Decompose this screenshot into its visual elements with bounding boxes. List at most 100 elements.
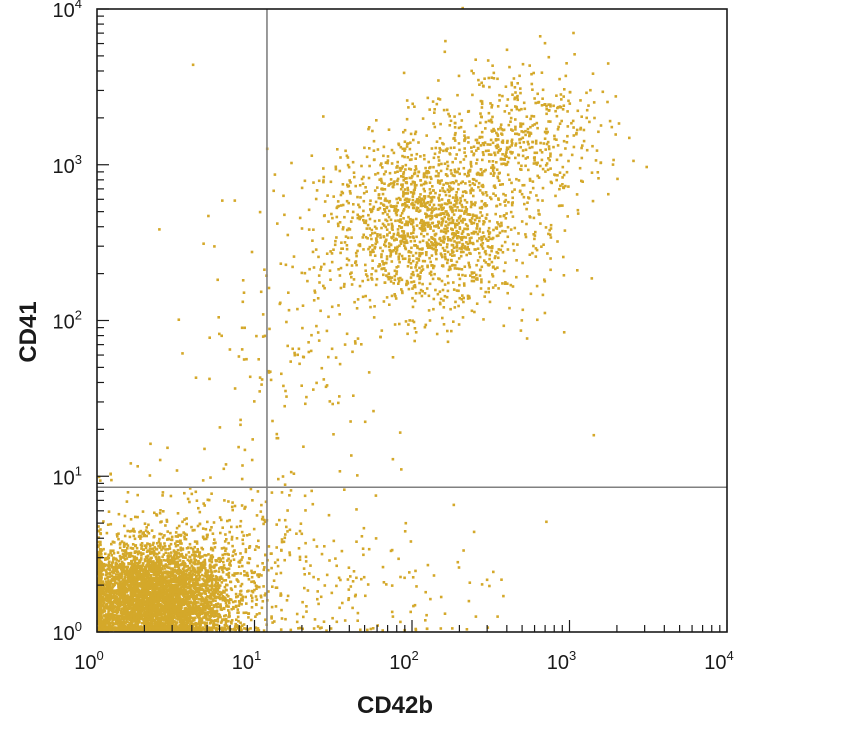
data-point [195,593,199,597]
data-point [209,621,213,624]
data-point [232,605,235,609]
data-point [131,620,135,623]
data-point [176,595,180,598]
data-point [264,618,267,621]
data-point [152,541,155,545]
data-point [182,569,186,572]
data-point [130,569,133,572]
data-point [145,614,148,618]
data-point [195,575,198,579]
data-point [155,610,158,613]
data-point [213,546,217,549]
data-point [177,566,181,570]
data-point [227,573,230,576]
data-point [141,564,145,567]
data-point [211,574,215,577]
data-point [112,594,116,598]
data-point [217,615,220,619]
data-point [125,552,129,555]
data-point [223,566,226,570]
data-point [197,615,200,619]
data-point [187,619,190,623]
data-point [180,624,183,628]
data-point [106,564,109,567]
data-point [204,566,207,570]
data-point [227,567,231,570]
data-point [145,592,148,596]
data-point [100,602,103,606]
data-point [201,626,204,630]
data-point [168,585,172,589]
data-point [129,518,133,521]
data-point [166,571,169,575]
data-point [209,619,213,622]
data-point [153,552,157,555]
data-point [178,572,182,575]
data-point [159,588,162,592]
data-point [227,557,230,561]
data-point [130,562,133,566]
data-point [101,600,104,603]
data-point [99,606,103,610]
data-point [142,620,146,623]
data-point [150,556,153,560]
data-point [108,572,112,576]
data-point [133,555,136,559]
data-point [128,575,131,578]
data-point [135,546,139,550]
data-point [234,592,238,596]
data-point [178,626,182,630]
data-point [130,529,134,533]
data-point [196,566,200,570]
data-point [197,612,201,616]
data-point [237,611,240,614]
data-point [145,598,148,601]
data-point [194,578,197,582]
data-point [271,621,274,624]
data-point [206,610,210,614]
data-point [145,590,149,594]
data-point [125,598,129,601]
data-point [97,560,101,564]
data-point [117,615,120,618]
data-point [220,547,224,550]
data-point [242,611,246,615]
data-point [144,588,148,591]
data-point [174,598,178,601]
data-point [185,621,188,625]
data-point [241,595,245,599]
data-point [186,558,190,562]
data-point [168,617,172,620]
data-point [273,561,277,564]
data-point [234,622,237,626]
data-point [196,562,199,566]
data-point [122,605,126,608]
data-point [101,580,104,583]
data-point [123,534,127,538]
data-point [236,615,240,619]
data-point [183,611,187,615]
data-point [150,566,153,570]
data-point [211,609,215,613]
data-point [116,535,119,538]
data-point [234,600,237,603]
data-point [198,625,202,628]
data-point [113,569,117,572]
data-point [121,625,125,629]
data-point [255,598,259,601]
data-point [187,583,191,586]
data-point [129,628,133,631]
data-point [168,544,171,548]
data-point [191,597,195,600]
data-point [236,572,239,575]
data-point [136,612,139,616]
data-point [140,544,143,548]
data-point [130,596,134,599]
data-point [169,542,173,546]
data-point [104,557,107,560]
data-point [252,580,255,583]
data-point [243,570,246,573]
data-point [115,615,119,619]
data-point [197,597,200,601]
